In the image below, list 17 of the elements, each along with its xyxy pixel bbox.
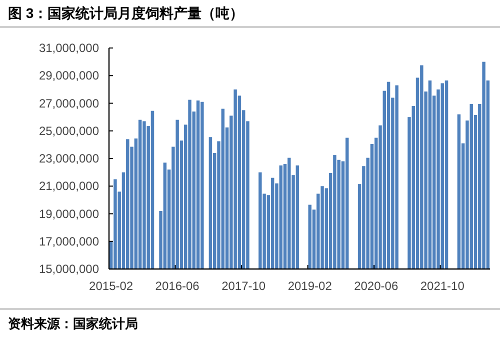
text: 资料来源：国家统计局 [8, 316, 138, 331]
y-tick-label: 25,000,000 [38, 124, 100, 138]
y-tick-label: 29,000,000 [38, 68, 100, 83]
y-tick-label: 15,000,000 [38, 262, 100, 276]
y-tick-label: 21,000,000 [38, 179, 100, 194]
x-tick-label: 2016-06 [155, 279, 200, 293]
y-tick-label: 23,000,000 [38, 152, 100, 166]
x-tick-label: 2021-10 [420, 279, 465, 293]
chart-title: 图 3：国家统计局月度饲料产量（吨） [8, 5, 244, 21]
x-tick-label: 2017-10 [222, 279, 266, 293]
y-tick-label: 27,000,000 [38, 96, 100, 110]
x-tick-label: 2015-02 [89, 279, 134, 293]
y-tick-label: 17,000,000 [38, 234, 100, 248]
x-tick-label: 2019-02 [288, 279, 332, 293]
x-tick-label: 2020-06 [354, 279, 398, 293]
y-tick-label: 19,000,000 [38, 206, 100, 221]
y-tick-label: 31,000,000 [38, 41, 100, 55]
